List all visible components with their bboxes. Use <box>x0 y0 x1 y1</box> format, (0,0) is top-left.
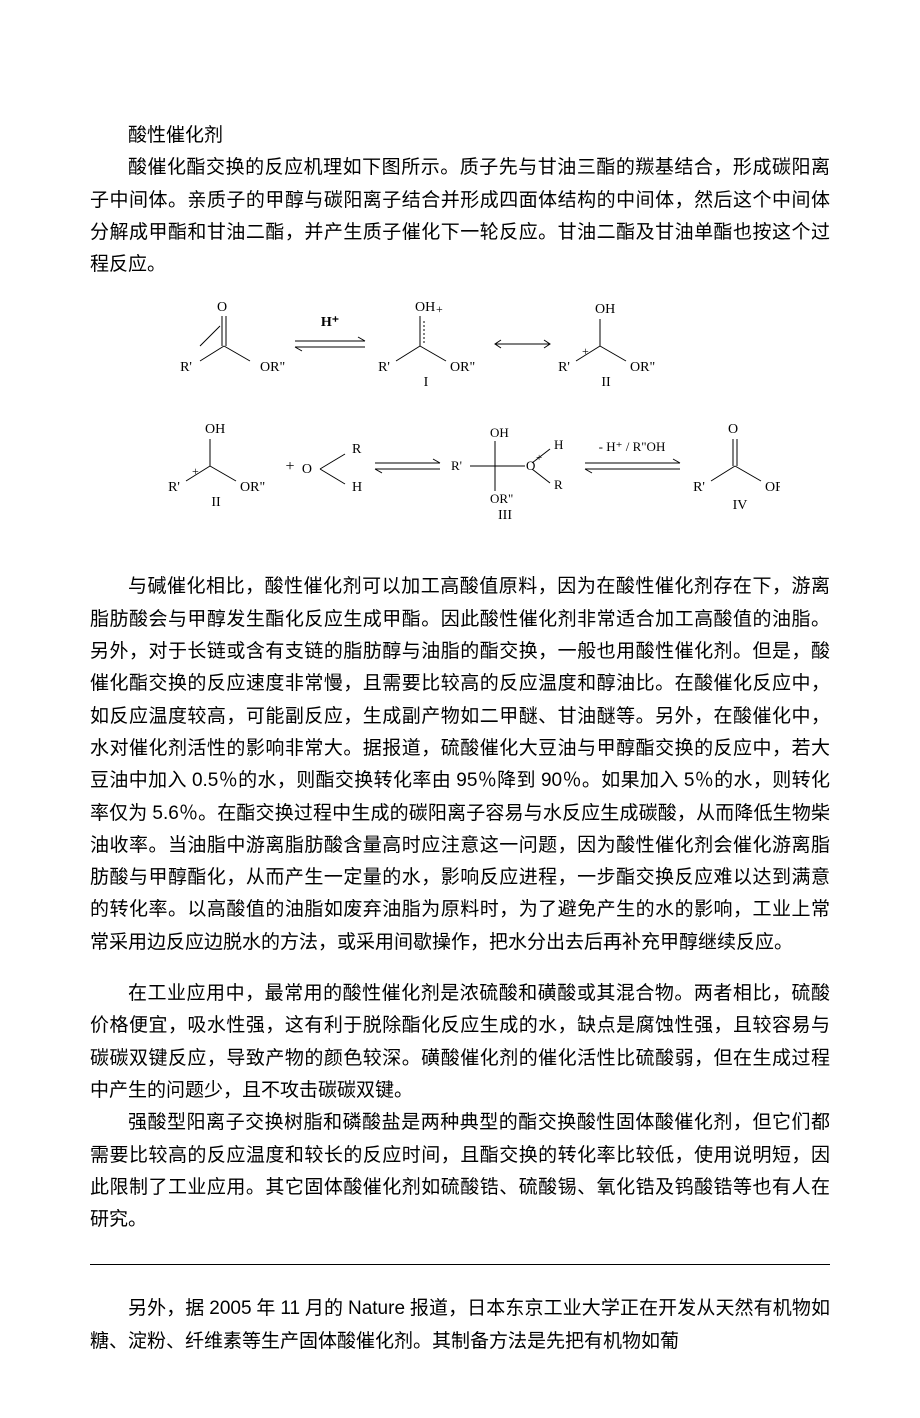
label-O-tet: O <box>526 458 535 473</box>
label-OH-2: OH <box>595 302 615 317</box>
label-OR-5: OR" <box>490 491 513 506</box>
label-roman-IV: IV <box>733 498 748 513</box>
paragraph-5: 另外，据 2005 年 11 月的 Nature 报道，日本东京工业大学正在开发… <box>90 1293 830 1358</box>
label-Rprime-3: R' <box>558 360 570 375</box>
section-title: 酸性催化剂 <box>90 120 830 152</box>
label-release: - H⁺ / R"OH <box>599 439 666 454</box>
paragraph-3: 在工业应用中，最常用的酸性催化剂是浓硫酸和磺酸或其混合物。两者相比，硫酸价格便宜… <box>90 978 830 1107</box>
label-R-alcohol: R <box>352 442 362 457</box>
equilibrium-arrow-1 <box>295 337 365 351</box>
label-OH-4: OH <box>490 425 509 440</box>
equilibrium-arrow-3 <box>585 459 680 473</box>
label-plus-reactant: + <box>285 458 294 475</box>
label-roman-I: I <box>424 375 429 390</box>
label-O-final: O <box>728 422 738 437</box>
label-OR-2: OR" <box>450 360 475 375</box>
label-H-alcohol: H <box>352 480 362 495</box>
paragraph-intro: 酸催化酯交换的反应机理如下图所示。质子先与甘油三酯的羰基结合，形成碳阳离子中间体… <box>90 152 830 281</box>
label-Rprime-2: R' <box>378 360 390 375</box>
label-OR-4: OR" <box>240 480 265 495</box>
label-Rprime-4: R' <box>168 480 180 495</box>
label-R-tet: R <box>554 477 563 492</box>
label-roman-II-b: II <box>211 495 221 510</box>
label-Rprime-5: R' <box>451 458 462 473</box>
label-proton: H⁺ <box>321 315 339 330</box>
label-plus-3: + <box>192 464 199 478</box>
label-roman-II-a: II <box>601 375 611 390</box>
label-Rprime-1: R' <box>180 360 192 375</box>
label-OR-3: OR" <box>630 360 655 375</box>
reaction-svg: O R' OR" H⁺ OH + R' OR" I OH R' + OR" II <box>140 291 780 541</box>
paragraph-4: 强酸型阳离子交换树脂和磷酸盐是两种典型的酯交换酸性固体酸催化剂，但它们都需要比较… <box>90 1107 830 1236</box>
paragraph-2: 与碱催化相比，酸性催化剂可以加工高酸值原料，因为在酸性催化剂存在下，游离脂肪酸会… <box>90 571 830 959</box>
divider <box>90 1264 830 1265</box>
label-OR-final: OR <box>765 480 780 495</box>
label-roman-III: III <box>498 508 512 523</box>
label-plus-1: + <box>436 302 443 316</box>
label-plus-4: + <box>536 452 542 464</box>
label-O: O <box>217 300 227 315</box>
reaction-mechanism-diagram: O R' OR" H⁺ OH + R' OR" I OH R' + OR" II <box>90 291 830 541</box>
label-O-roh: O <box>302 462 312 477</box>
label-H-tet: H <box>554 437 563 452</box>
label-Rprime-6: R' <box>693 480 705 495</box>
label-plus-2: + <box>582 344 589 358</box>
label-OR-1: OR" <box>260 360 285 375</box>
equilibrium-arrow-2 <box>375 459 440 473</box>
label-OH-1: OH <box>415 300 435 315</box>
label-OH-3: OH <box>205 422 225 437</box>
resonance-arrow <box>495 340 550 348</box>
